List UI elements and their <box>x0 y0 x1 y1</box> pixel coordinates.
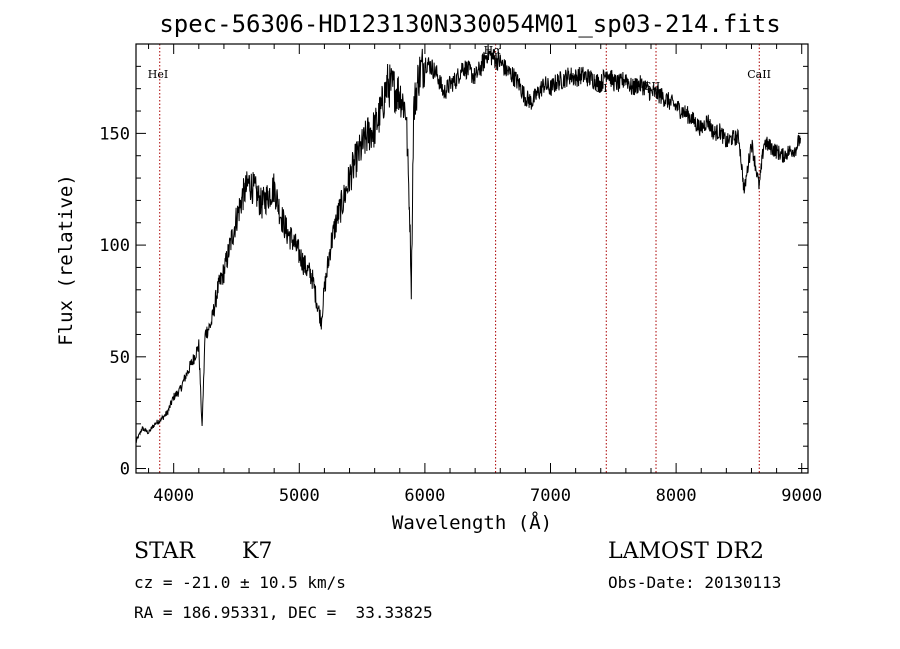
y-tick-label-3: 150 <box>99 124 130 144</box>
y-tick-label-1: 50 <box>110 348 130 368</box>
subclass-label: K7 <box>242 539 273 564</box>
coordinates-text: RA = 186.95331, DEC = 33.33825 <box>134 603 433 622</box>
x-axis: 4000 5000 6000 7000 8000 9000 <box>148 44 822 506</box>
y-axis: 0 50 100 150 <box>99 65 808 480</box>
line-label-0: HeI <box>148 68 168 81</box>
y-axis-label: Flux (relative) <box>55 174 77 346</box>
x-axis-label: Wavelength (Å) <box>392 511 552 534</box>
obs-date-text: Obs-Date: 20130113 <box>608 573 782 592</box>
x-tick-label-4: 8000 <box>656 486 697 506</box>
y-tick-label-0: 0 <box>120 460 130 480</box>
spectrum-line <box>135 43 801 444</box>
plot-frame <box>135 43 809 474</box>
y-tick-label-2: 100 <box>99 236 130 256</box>
x-tick-label-0: 4000 <box>153 486 194 506</box>
class-label: STAR <box>134 539 195 564</box>
redshift-text: cz = -21.0 ± 10.5 km/s <box>134 573 346 592</box>
x-tick-label-3: 7000 <box>530 486 571 506</box>
survey-label: LAMOST DR2 <box>608 539 764 564</box>
chart-title: spec-56306-HD123130N330054M01_sp03-214.f… <box>159 10 780 38</box>
line-label-4: CaII <box>747 68 771 81</box>
x-tick-label-1: 5000 <box>279 486 320 506</box>
x-tick-label-5: 9000 <box>781 486 822 506</box>
x-tick-label-2: 6000 <box>404 486 445 506</box>
